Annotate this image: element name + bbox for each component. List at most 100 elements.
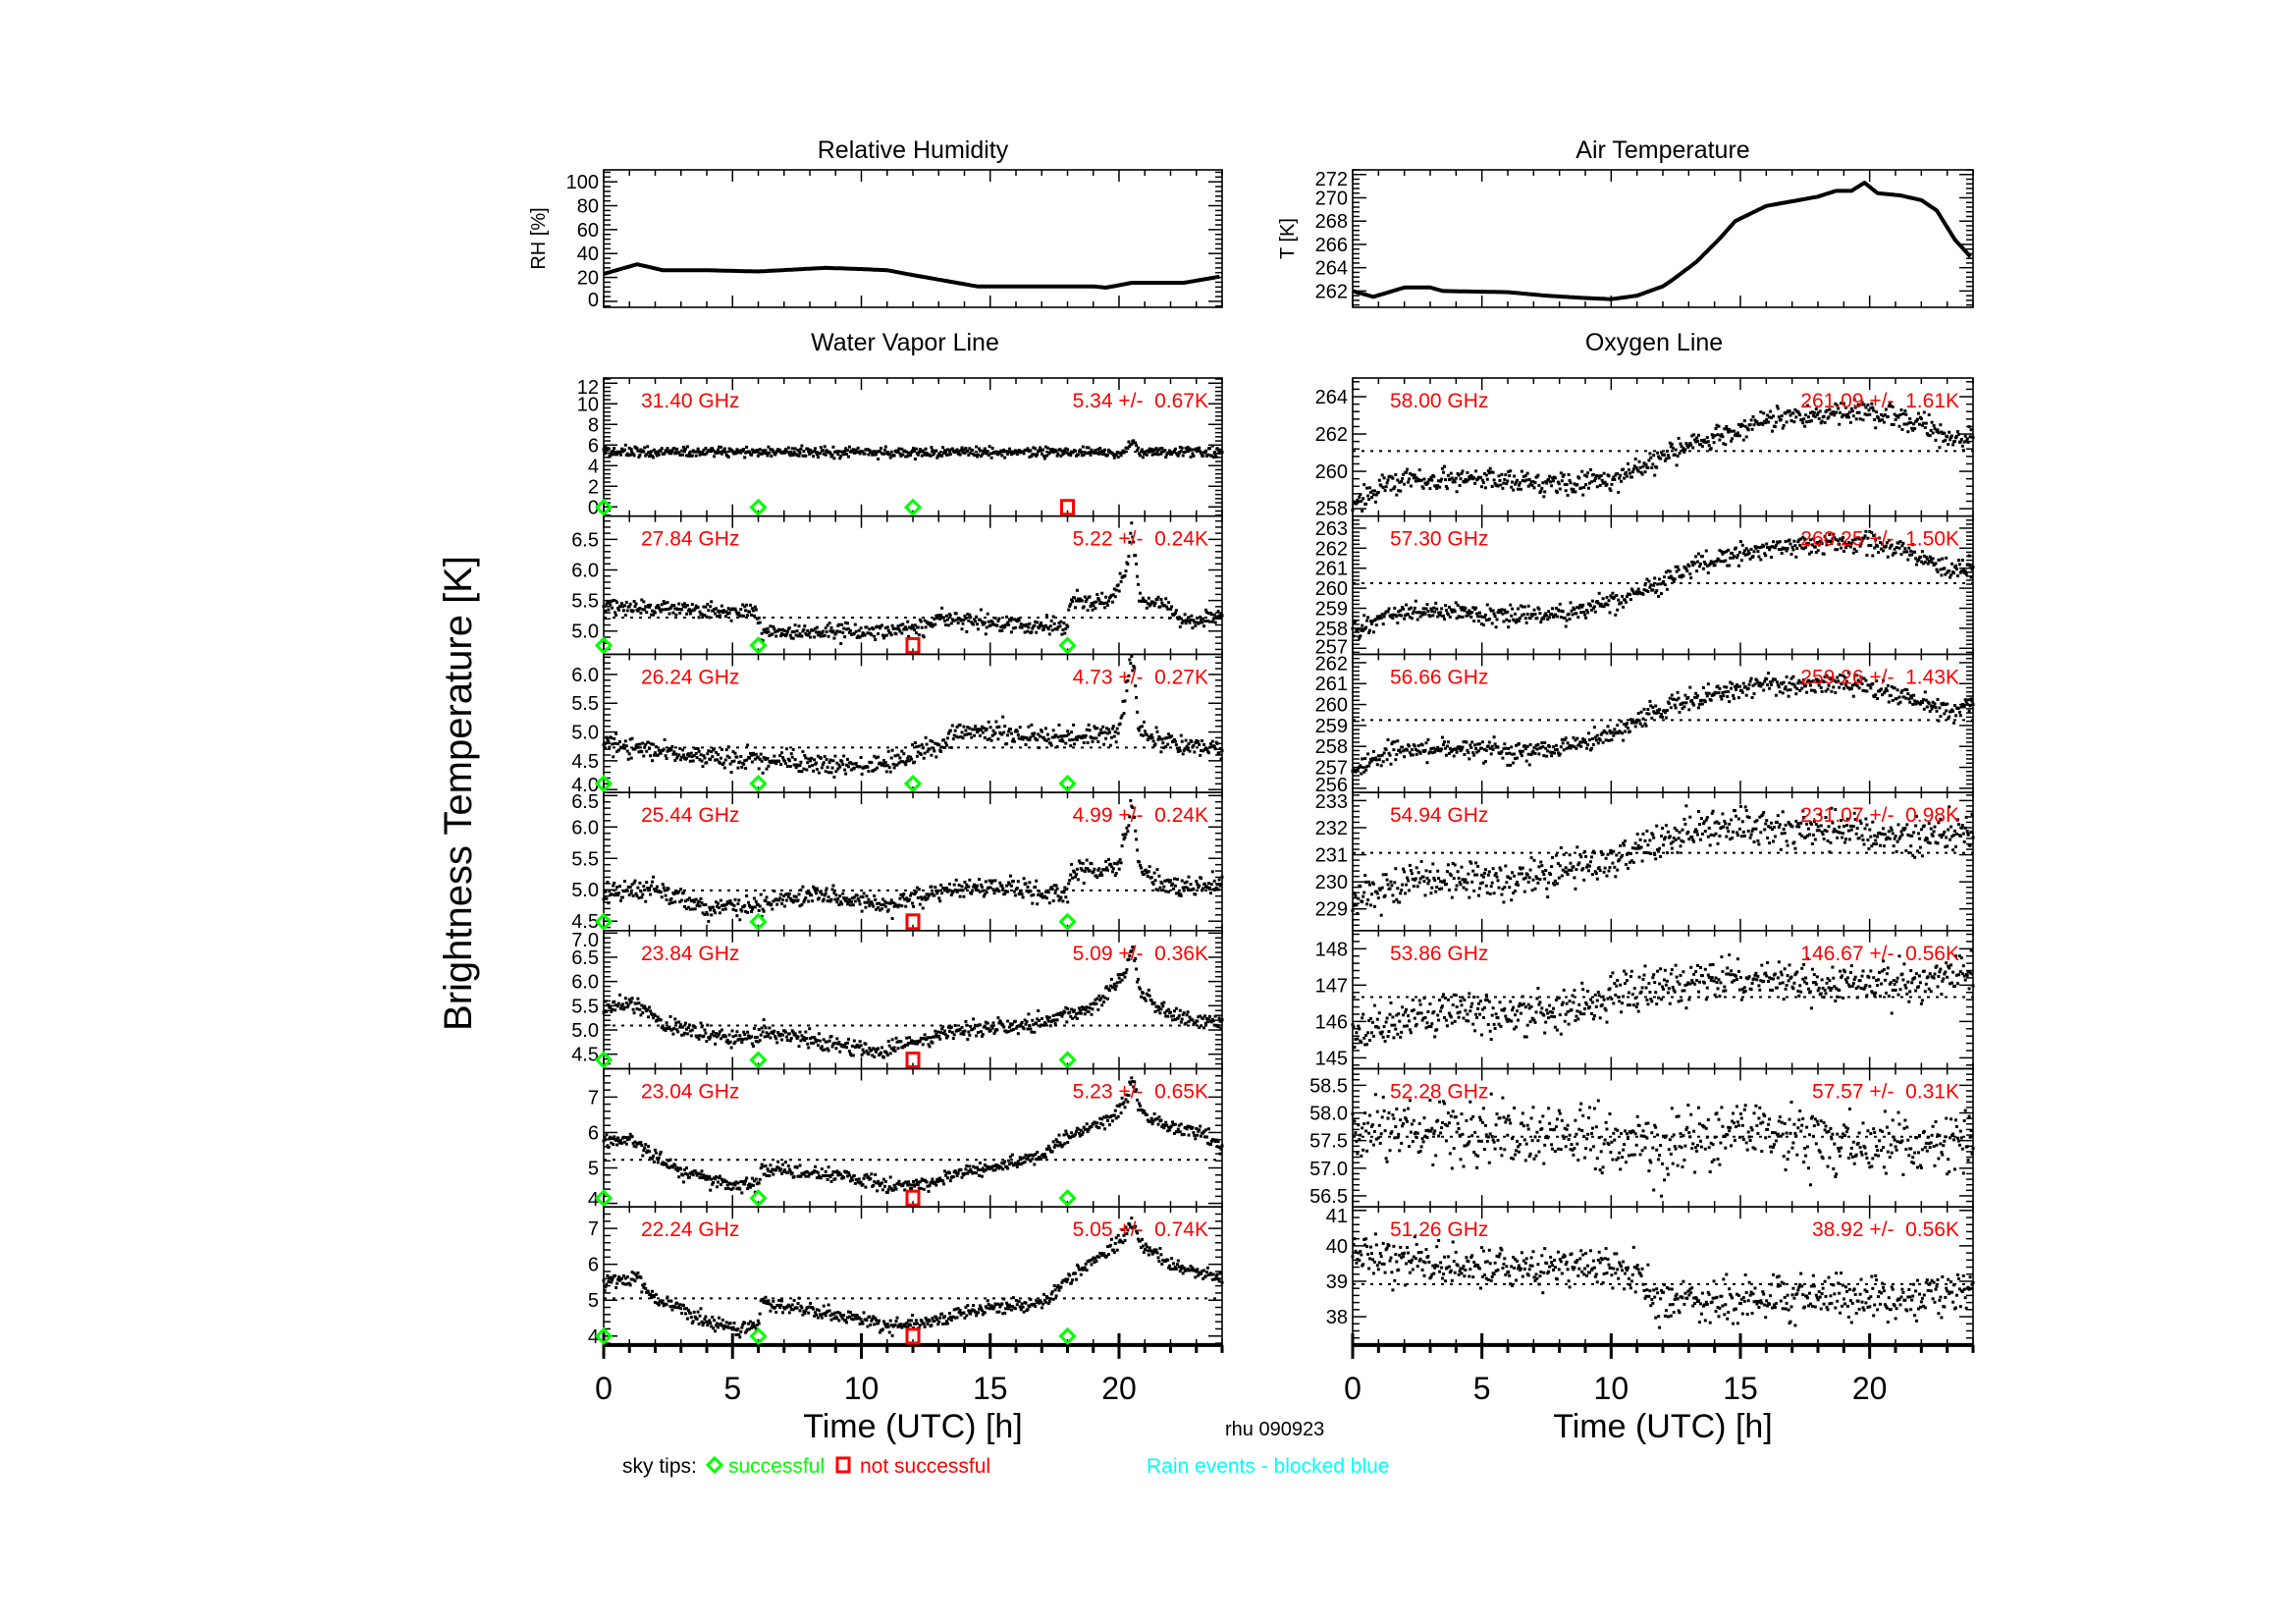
data-point [1027,1012,1031,1016]
data-point [836,896,840,900]
data-point [1038,890,1041,893]
data-point [807,757,811,761]
data-point [1205,619,1209,622]
data-point [985,727,988,730]
data-point [791,1030,795,1034]
data-point [674,452,678,456]
data-point [915,886,919,890]
data-point [724,902,728,906]
data-point [1031,1018,1035,1022]
data-point [758,1177,762,1181]
data-point [779,1032,783,1036]
data-point [745,603,749,607]
stats-label: 5.09 +/- 0.36K [1073,943,1208,965]
data-point [688,759,692,763]
data-point [997,1021,1001,1025]
data-point [914,447,918,451]
data-point [1149,999,1153,1002]
data-point [1190,739,1194,743]
data-point [1121,833,1125,837]
data-point [1052,735,1056,739]
data-point [867,897,871,901]
data-point [1209,745,1213,749]
data-point [809,449,813,452]
data-point [850,762,854,766]
data-point [699,1172,703,1176]
data-point [777,898,781,902]
data-point [1048,887,1052,891]
data-point [1041,1153,1044,1157]
data-point [663,602,667,605]
data-point [839,642,843,645]
data-point [1146,738,1149,741]
data-point [693,1026,697,1029]
data-point [843,897,847,901]
data-point [891,1049,895,1052]
data-point [1001,1167,1005,1171]
data-point [999,625,1003,629]
data-point [1013,893,1017,897]
data-point [1141,1110,1145,1114]
data-point [1059,454,1063,458]
data-point [837,1041,841,1044]
data-point [936,889,940,893]
data-point [731,907,735,911]
data-point [613,598,616,602]
data-point [697,616,701,620]
data-point [1205,1141,1209,1145]
data-point [811,764,815,768]
data-point [621,1007,625,1011]
data-point [1219,1147,1223,1151]
data-point [779,634,783,638]
data-point [714,1042,718,1046]
data-point [628,737,632,741]
data-point [987,454,990,457]
data-point [1088,1006,1092,1010]
data-point [782,759,786,763]
data-point [938,617,942,621]
data-point [1170,734,1174,738]
data-point [950,447,954,451]
data-point [1062,452,1066,455]
data-point [738,614,742,618]
data-point [1182,889,1186,893]
data-point [1080,736,1084,740]
data-point [888,901,892,905]
data-point [602,605,606,609]
data-point [777,759,781,763]
data-point [968,613,972,617]
data-point [1088,595,1092,599]
data-point [615,886,619,890]
data-point [1000,884,1004,888]
data-point [954,734,958,738]
data-point [759,752,763,756]
data-point [1029,1027,1033,1031]
data-point [1055,887,1059,891]
data-point [696,447,700,451]
data-point [1197,449,1201,453]
data-point [785,892,789,895]
data-point [664,893,667,897]
data-point [1057,1133,1061,1137]
data-point [628,1283,632,1287]
data-point [987,1027,990,1031]
data-point [716,615,719,619]
data-point [760,631,764,635]
data-point [889,633,893,637]
data-point [1145,871,1148,875]
data-point [696,1034,700,1038]
data-point [1197,886,1201,890]
data-point [947,1171,951,1175]
data-point [829,625,833,629]
data-point [1008,1163,1011,1166]
data-point [1124,680,1128,683]
data-point [1157,1115,1161,1119]
data-point [707,609,711,613]
data-point [1219,883,1223,887]
data-point [1095,876,1099,879]
data-point [849,1176,853,1180]
data-point [625,749,629,753]
data-point [1173,447,1177,451]
data-point [966,1038,970,1041]
data-point [1208,892,1212,895]
